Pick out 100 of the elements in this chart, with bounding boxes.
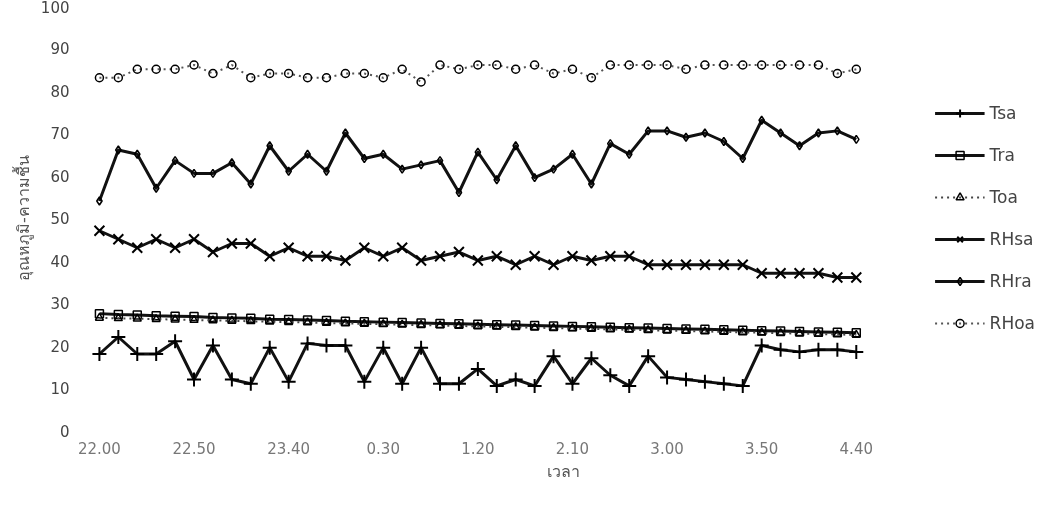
- point: [815, 128, 822, 138]
- point: [720, 136, 728, 147]
- x-tick-label: 1.20: [461, 439, 495, 458]
- point: [114, 145, 122, 155]
- point: [585, 254, 598, 267]
- point: [569, 149, 576, 159]
- point: [739, 153, 747, 164]
- point: [152, 183, 160, 193]
- legend-label: RHoa: [989, 312, 1035, 333]
- point: [225, 237, 238, 250]
- point: [810, 341, 827, 358]
- x-tick-label: 22.50: [172, 439, 216, 458]
- point: [682, 132, 690, 142]
- point: [583, 350, 600, 367]
- point: [791, 343, 808, 360]
- point: [736, 258, 749, 271]
- point: [148, 346, 165, 362]
- point: [417, 160, 425, 170]
- point: [413, 339, 430, 356]
- y-tick-label: 0: [59, 422, 70, 441]
- point: [852, 134, 860, 145]
- x-tick-label: 0.30: [366, 439, 400, 458]
- point: [488, 377, 505, 394]
- point: [337, 337, 354, 354]
- point: [188, 233, 200, 246]
- point: [207, 246, 219, 258]
- point: [415, 254, 428, 267]
- point: [602, 367, 619, 384]
- x-tick-label: 3.00: [650, 439, 684, 458]
- legend-label: Toa: [989, 186, 1018, 207]
- point: [545, 348, 562, 365]
- y-tick-label: 60: [50, 167, 70, 186]
- point: [110, 329, 127, 345]
- point: [377, 250, 390, 263]
- point: [753, 337, 770, 354]
- point: [848, 343, 865, 360]
- point: [642, 258, 655, 271]
- point: [659, 369, 676, 386]
- point: [396, 241, 409, 254]
- point: [244, 237, 257, 250]
- y-tick-label: 40: [50, 252, 70, 271]
- y-axis-title: อุณหภูมิ-ความชื้น: [11, 155, 34, 281]
- point: [564, 375, 581, 392]
- point: [717, 258, 730, 271]
- point: [606, 138, 614, 149]
- point: [623, 250, 636, 263]
- point: [777, 128, 785, 138]
- legend-label: Tra: [989, 144, 1015, 165]
- y-tick-label: 30: [50, 295, 70, 313]
- point: [304, 149, 311, 159]
- point: [755, 267, 768, 280]
- point: [526, 377, 543, 394]
- point: [661, 258, 674, 271]
- legend-label: RHsa: [989, 228, 1034, 249]
- point: [625, 149, 633, 159]
- point: [796, 141, 803, 151]
- point: [341, 128, 349, 138]
- point: [469, 360, 486, 377]
- point: [204, 337, 221, 354]
- point: [209, 168, 217, 179]
- x-tick-label: 4.40: [839, 439, 873, 458]
- point: [566, 250, 579, 263]
- point: [547, 258, 560, 271]
- point: [644, 126, 652, 136]
- point: [587, 179, 595, 189]
- x-tick-label: 22.00: [77, 439, 121, 458]
- point: [228, 158, 236, 168]
- point: [829, 341, 846, 358]
- y-tick-label: 100: [40, 0, 70, 17]
- point: [242, 375, 259, 392]
- legend-label: RHra: [989, 270, 1032, 291]
- y-tick-label: 70: [50, 125, 70, 143]
- point: [360, 153, 368, 164]
- point: [129, 346, 146, 362]
- point: [677, 371, 694, 388]
- point: [474, 147, 482, 157]
- point: [432, 375, 449, 392]
- point: [320, 250, 333, 263]
- point: [793, 267, 806, 280]
- point: [528, 250, 541, 263]
- point: [282, 241, 295, 254]
- x-tick-label: 2.10: [555, 439, 590, 458]
- point: [356, 373, 373, 390]
- point: [774, 267, 787, 280]
- point: [339, 254, 352, 267]
- point: [91, 346, 108, 362]
- point: [696, 373, 713, 390]
- point: [452, 246, 465, 258]
- point: [94, 308, 105, 319]
- point: [171, 155, 179, 166]
- point: [150, 233, 163, 246]
- point: [112, 233, 125, 246]
- x-tick-label: 23.40: [267, 439, 311, 458]
- point: [772, 341, 789, 358]
- point: [680, 258, 692, 271]
- point: [167, 333, 184, 350]
- point: [455, 187, 463, 198]
- point: [266, 141, 274, 151]
- x-tick-label: 3.50: [744, 439, 779, 458]
- point: [734, 377, 751, 394]
